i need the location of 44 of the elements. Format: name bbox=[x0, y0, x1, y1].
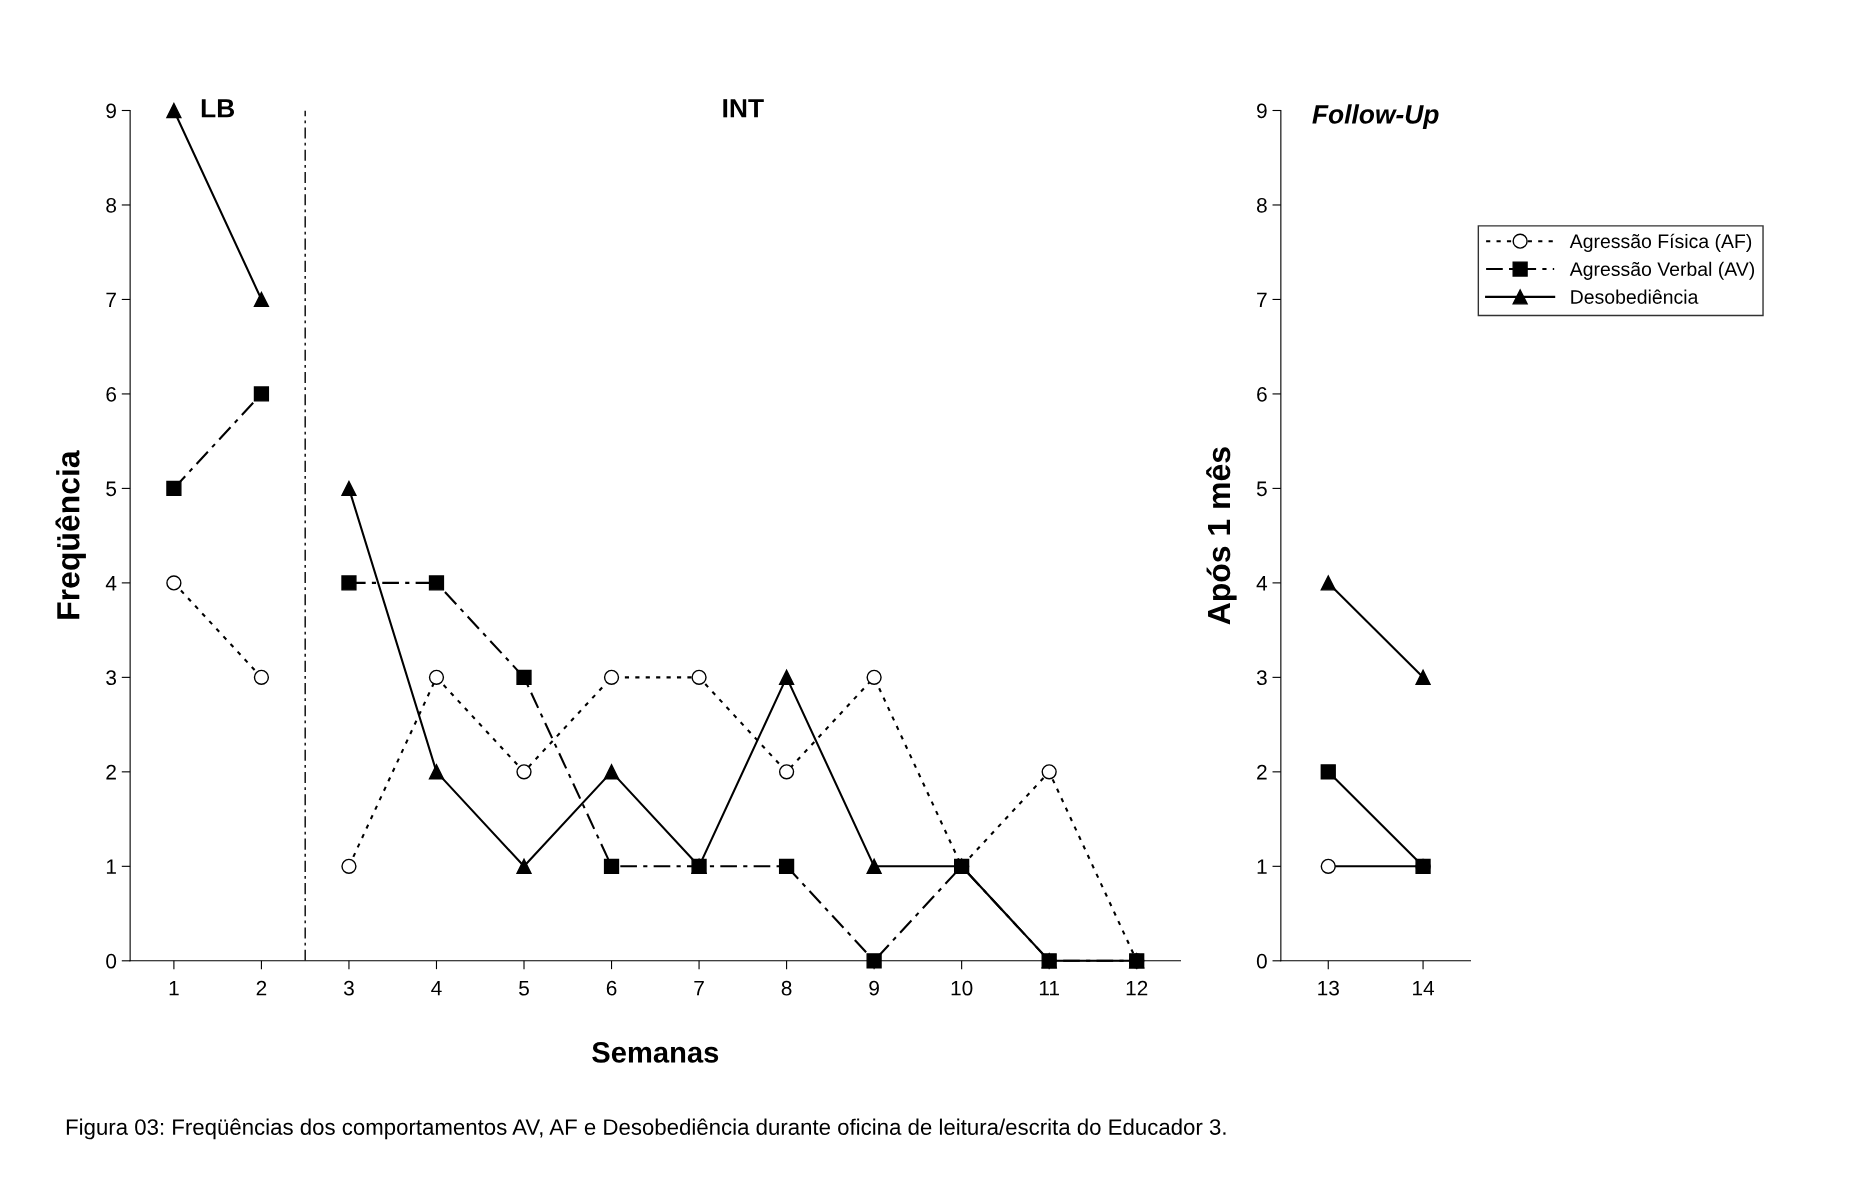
y-tick-label: 9 bbox=[106, 103, 116, 119]
legend-label: Desobediência bbox=[1571, 289, 1699, 304]
legend-label: Agressão Física (AF) bbox=[1569, 233, 1752, 253]
x-tick-label: 5 bbox=[519, 981, 529, 996]
y-tick-label: 2 bbox=[1257, 764, 1267, 780]
y-tick-label: 5 bbox=[106, 481, 117, 497]
x-tick-label: 10 bbox=[951, 980, 973, 996]
y-tick-label: 1 bbox=[1257, 859, 1267, 874]
x-axis-title: Semanas bbox=[592, 1042, 719, 1063]
x-tick-label: 12 bbox=[1126, 980, 1148, 996]
x-tick-label: 13 bbox=[1318, 980, 1339, 996]
x-tick-label: 3 bbox=[343, 980, 354, 996]
y-axis-title: Após 1 mês bbox=[1206, 447, 1237, 625]
y-tick-label: 0 bbox=[106, 953, 117, 969]
y-tick-label: 2 bbox=[106, 764, 116, 780]
y-tick-label: 1 bbox=[106, 859, 116, 874]
legend-label: Agressão Verbal (AV) bbox=[1569, 261, 1755, 280]
y-axis-title: Freqüência bbox=[55, 450, 86, 619]
y-tick-label: 7 bbox=[106, 292, 116, 307]
y-tick-label: 0 bbox=[1256, 953, 1267, 969]
x-tick-label: 11 bbox=[1039, 981, 1059, 996]
y-tick-label: 5 bbox=[1256, 481, 1267, 497]
y-tick-label: 9 bbox=[1257, 103, 1267, 119]
x-tick-label: 6 bbox=[606, 980, 617, 996]
y-tick-label: 8 bbox=[1256, 197, 1267, 213]
y-tick-label: 6 bbox=[106, 386, 117, 402]
x-tick-label: 2 bbox=[256, 980, 267, 996]
x-tick-label: 1 bbox=[169, 981, 179, 996]
annotation: INT bbox=[723, 99, 764, 118]
y-tick-label: 6 bbox=[1257, 386, 1267, 402]
chart-title: Follow-Up bbox=[1312, 104, 1439, 129]
y-tick-label: 3 bbox=[106, 670, 117, 686]
y-tick-label: 8 bbox=[106, 197, 117, 213]
y-tick-label: 4 bbox=[1256, 576, 1268, 591]
text: Figura 03: Freqüências dos comportamentos AV, AF e Desobediência durante oficina de leitura/escrita do Educador 3. bbox=[66, 1118, 1226, 1140]
annotation: LB bbox=[201, 99, 235, 118]
y-tick-label: 3 bbox=[1256, 670, 1267, 686]
x-tick-label: 4 bbox=[431, 981, 442, 996]
x-tick-label: 9 bbox=[869, 980, 879, 996]
y-tick-label: 7 bbox=[1257, 292, 1267, 307]
x-tick-label: 8 bbox=[781, 980, 792, 996]
y-tick-label: 4 bbox=[105, 576, 117, 591]
x-tick-label: 7 bbox=[694, 981, 704, 996]
x-tick-label: 14 bbox=[1413, 981, 1435, 996]
